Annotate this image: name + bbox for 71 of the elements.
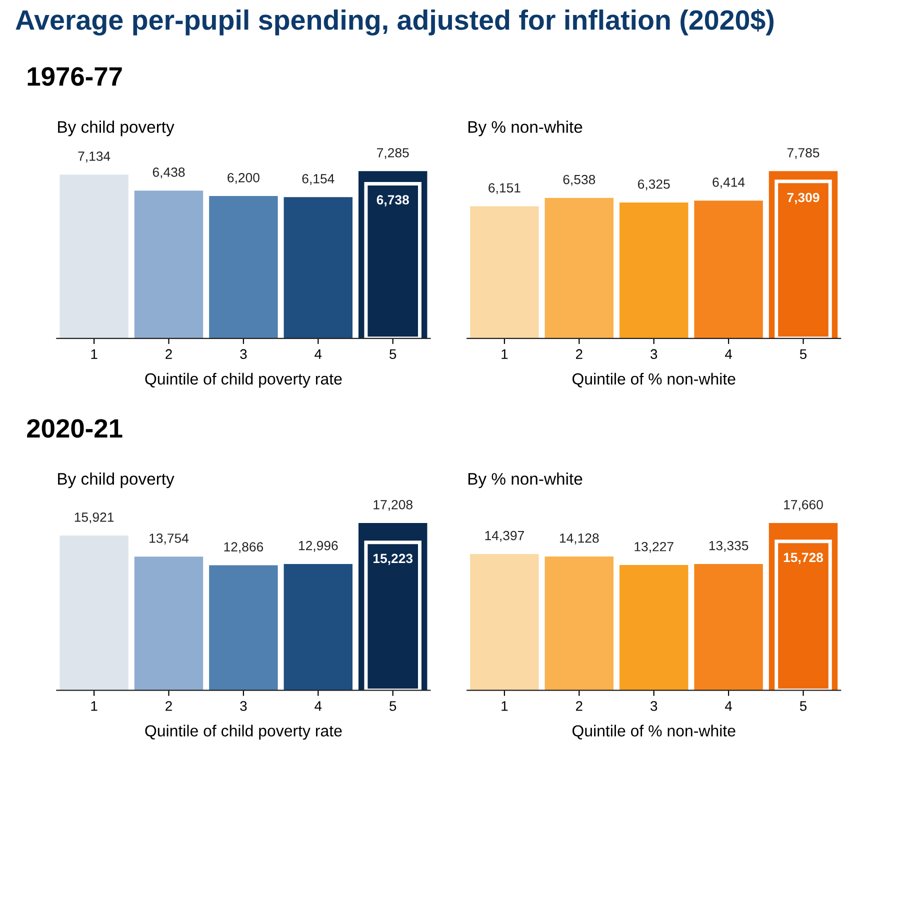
x-axis-title: Quintile of % non-white	[572, 724, 736, 740]
x-axis-title: Quintile of child poverty rate	[145, 724, 342, 740]
bar	[619, 565, 688, 690]
bar	[60, 174, 128, 338]
data-label: 7,309	[787, 192, 820, 204]
data-label: 15,728	[784, 552, 824, 564]
bar	[619, 202, 688, 338]
data-label: 6,154	[302, 174, 334, 185]
x-axis-title: Quintile of % non-white	[572, 372, 736, 388]
x-tick-label: 5	[800, 701, 807, 711]
data-label: 6,438	[152, 168, 185, 178]
data-label: 14,397	[485, 530, 524, 542]
bar	[470, 206, 539, 338]
x-tick-label: 5	[800, 349, 807, 360]
x-tick-label: 2	[166, 701, 172, 711]
x-tick-label: 5	[390, 349, 396, 360]
text: 1976-77	[28, 67, 122, 86]
x-tick-label: 4	[314, 349, 322, 359]
data-label: 17,660	[784, 500, 823, 511]
bar	[134, 190, 204, 338]
x-tick-label: 3	[240, 701, 247, 711]
bar	[284, 564, 353, 690]
chart-title: By child poverty	[58, 120, 174, 136]
text: Average per-pupil spending, adjusted for inflation (2020$)	[16, 9, 774, 36]
x-tick-label: 2	[576, 349, 582, 359]
x-tick-label: 4	[725, 349, 732, 359]
data-label: 6,151	[488, 183, 520, 194]
bar	[60, 536, 128, 690]
data-label: 12,866	[224, 542, 264, 554]
chart-title: By child poverty	[58, 472, 174, 488]
x-tick-label: 1	[502, 701, 508, 711]
data-label: 17,208	[374, 500, 412, 511]
data-label: 6,538	[563, 174, 596, 186]
x-tick-label: 2	[166, 349, 172, 359]
x-tick-label: 4	[314, 701, 322, 711]
x-tick-label: 3	[650, 349, 658, 360]
data-label: 15,921	[74, 512, 114, 524]
bar	[134, 556, 204, 690]
data-label: 12,996	[298, 540, 338, 552]
x-tick-label: 1	[91, 701, 98, 711]
x-tick-label: 2	[576, 701, 582, 711]
bar	[694, 200, 763, 338]
x-tick-label: 1	[502, 349, 508, 359]
x-tick-label: 5	[390, 701, 396, 711]
bar	[209, 196, 278, 338]
data-label: 7,134	[78, 152, 110, 162]
x-tick-label: 3	[240, 349, 247, 360]
data-label: 13,335	[709, 540, 748, 552]
data-label: 6,738	[376, 195, 409, 206]
bar	[544, 198, 614, 338]
x-tick-label: 4	[725, 701, 732, 711]
chart-title: By % non-white	[468, 472, 582, 488]
bar	[544, 556, 614, 690]
data-label: 6,325	[638, 179, 670, 190]
data-label: 13,227	[634, 542, 674, 553]
data-label: 7,285	[377, 148, 409, 159]
chart-title: By % non-white	[468, 120, 582, 136]
data-label: 7,785	[787, 148, 820, 159]
data-label: 14,128	[560, 533, 599, 544]
bar	[284, 197, 353, 338]
x-axis-title: Quintile of child poverty rate	[145, 372, 342, 388]
bar	[209, 565, 278, 690]
data-label: 6,414	[712, 178, 745, 188]
x-tick-label: 1	[91, 349, 98, 359]
data-label: 6,200	[228, 172, 260, 184]
x-tick-label: 3	[650, 701, 658, 711]
data-label: 13,754	[150, 534, 189, 544]
bar	[470, 554, 539, 690]
bar	[694, 564, 763, 690]
text: 2020-21	[27, 419, 122, 438]
data-label: 15,223	[374, 554, 413, 566]
